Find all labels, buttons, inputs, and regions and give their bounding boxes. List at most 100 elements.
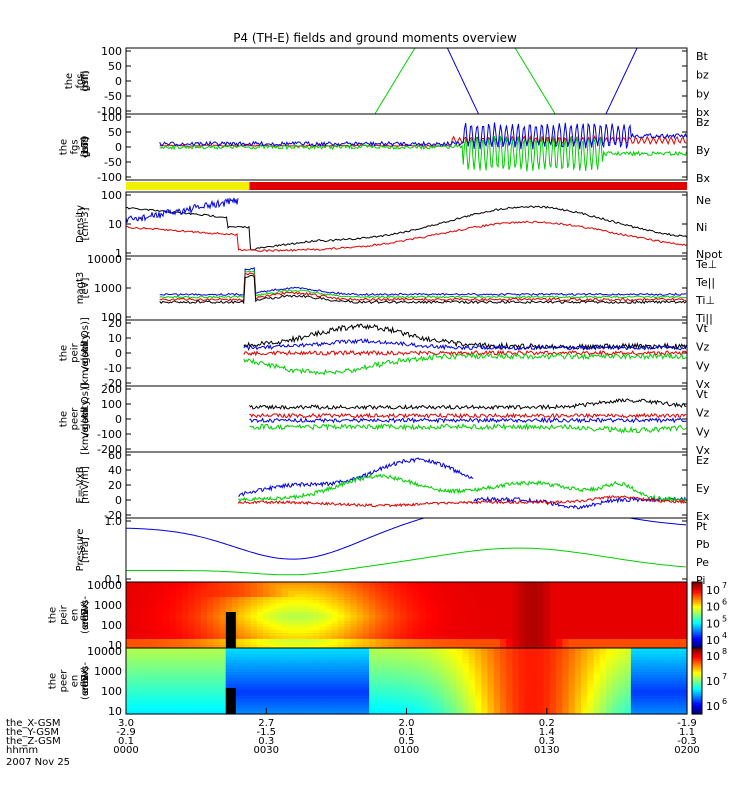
colorbar-cell <box>692 663 702 667</box>
heatmap-cell <box>481 615 489 619</box>
heatmap-cell <box>281 699 289 703</box>
heatmap-cell <box>556 636 563 640</box>
heatmap-cell <box>163 618 171 622</box>
heatmap-cell <box>306 669 314 673</box>
heatmap-cell <box>288 597 295 601</box>
legend-entry: Vy <box>696 425 710 438</box>
heatmap-cell <box>518 588 526 592</box>
heatmap-cell <box>294 711 302 715</box>
heatmap-cell <box>568 600 576 604</box>
heatmap-cell <box>169 627 177 631</box>
heatmap-cell <box>437 672 445 676</box>
heatmap-cell <box>406 666 414 670</box>
heatmap-cell <box>182 669 189 673</box>
heatmap-cell <box>537 609 545 613</box>
heatmap-cell <box>556 597 563 601</box>
heatmap-cell <box>624 651 632 655</box>
y-axis-label: velocity <box>80 399 91 438</box>
heatmap-cell <box>431 633 439 637</box>
heatmap-cell <box>150 648 158 652</box>
heatmap-cell <box>537 582 545 586</box>
heatmap-cell <box>369 687 376 691</box>
heatmap-cell <box>132 675 139 679</box>
heatmap-cell <box>238 684 245 688</box>
heatmap-cell <box>163 699 171 703</box>
heatmap-cell <box>425 687 432 691</box>
heatmap-cell <box>188 621 196 625</box>
heatmap-cell <box>175 678 183 682</box>
heatmap-cell <box>506 597 513 601</box>
heatmap-cell <box>150 681 158 685</box>
heatmap-cell <box>419 585 426 589</box>
heatmap-cell <box>431 651 439 655</box>
heatmap-cell <box>624 633 632 637</box>
heatmap-cell <box>593 711 601 715</box>
heatmap-cell <box>537 618 545 622</box>
heatmap-cell <box>213 630 221 634</box>
heatmap-cell <box>531 606 538 610</box>
colorbar-cell <box>692 709 702 713</box>
heatmap-cell <box>680 627 688 631</box>
heatmap-cell <box>406 609 414 613</box>
heatmap-cell <box>250 657 258 661</box>
heatmap-cell <box>680 669 688 673</box>
heatmap-cell <box>319 696 326 700</box>
legend-entry: Vz <box>696 341 710 354</box>
heatmap-cell <box>213 615 221 619</box>
heatmap-cell <box>288 648 295 652</box>
heatmap-cell <box>518 711 526 715</box>
heatmap-cell <box>344 615 351 619</box>
heatmap-cell <box>325 651 333 655</box>
heatmap-cell <box>200 597 208 601</box>
heatmap-cell <box>468 588 476 592</box>
heatmap-cell <box>219 645 227 649</box>
heatmap-cell <box>269 615 277 619</box>
heatmap-cell <box>524 615 532 619</box>
heatmap-cell <box>581 696 588 700</box>
heatmap-cell <box>144 660 152 664</box>
heatmap-cell <box>300 639 308 643</box>
heatmap-cell <box>306 675 314 679</box>
heatmap-cell <box>531 666 538 670</box>
heatmap-cell <box>493 591 501 595</box>
heatmap-cell <box>319 648 326 652</box>
heatmap-cell <box>506 642 513 646</box>
heatmap-cell <box>437 651 445 655</box>
heatmap-cell <box>219 585 227 589</box>
heatmap-cell <box>200 588 208 592</box>
heatmap-cell <box>163 639 171 643</box>
heatmap-cell <box>300 681 308 685</box>
heatmap-cell <box>674 648 682 652</box>
heatmap-cell <box>306 639 314 643</box>
heatmap-cell <box>518 615 526 619</box>
heatmap-cell <box>169 633 177 637</box>
heatmap-cell <box>387 588 395 592</box>
heatmap-cell <box>294 669 302 673</box>
heatmap-cell <box>556 645 563 649</box>
heatmap-cell <box>381 606 389 610</box>
heatmap-cell <box>356 678 364 682</box>
heatmap-cell <box>182 585 189 589</box>
heatmap-cell <box>337 639 345 643</box>
heatmap-cell <box>456 639 464 643</box>
heatmap-cell <box>200 600 208 604</box>
heatmap-cell <box>425 657 432 661</box>
heatmap-cell <box>169 699 177 703</box>
heatmap-cell <box>443 597 451 601</box>
heatmap-cell <box>238 594 245 598</box>
heatmap-cell <box>437 654 445 658</box>
heatmap-cell <box>244 672 252 676</box>
heatmap-cell <box>630 678 638 682</box>
heatmap-cell <box>524 672 532 676</box>
heatmap-cell <box>200 699 208 703</box>
heatmap-cell <box>213 597 221 601</box>
colorbar-cell <box>692 641 702 645</box>
heatmap-cell <box>606 624 613 628</box>
heatmap-cell <box>157 681 164 685</box>
heatmap-cell <box>375 612 383 616</box>
heatmap-cell <box>138 657 146 661</box>
heatmap-cell <box>194 660 202 664</box>
heatmap-cell <box>593 618 601 622</box>
heatmap-cell <box>599 609 607 613</box>
heatmap-cell <box>126 663 133 667</box>
